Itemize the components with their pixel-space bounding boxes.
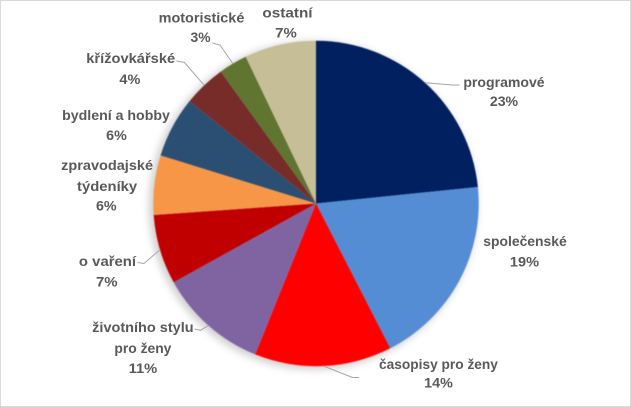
svg-text:19%: 19% bbox=[510, 254, 540, 270]
svg-text:14%: 14% bbox=[424, 375, 453, 391]
svg-text:křížovkářské: křížovkářské bbox=[86, 50, 175, 66]
svg-text:týdeníky: týdeníky bbox=[77, 178, 137, 194]
svg-text:7%: 7% bbox=[275, 24, 297, 40]
svg-text:7%: 7% bbox=[96, 273, 118, 289]
svg-text:ostatní: ostatní bbox=[262, 5, 313, 21]
svg-text:společenské: společenské bbox=[483, 233, 567, 249]
svg-text:6%: 6% bbox=[106, 127, 127, 143]
svg-text:o vaření: o vaření bbox=[79, 253, 137, 269]
svg-text:zpravodajské: zpravodajské bbox=[61, 157, 153, 173]
svg-text:11%: 11% bbox=[129, 360, 158, 376]
svg-text:časopisy pro ženy: časopisy pro ženy bbox=[379, 356, 498, 372]
svg-text:6%: 6% bbox=[96, 198, 117, 214]
svg-text:životního stylu: životního stylu bbox=[92, 319, 193, 335]
svg-text:23%: 23% bbox=[490, 93, 519, 109]
svg-text:4%: 4% bbox=[119, 71, 140, 87]
svg-text:programové: programové bbox=[463, 74, 545, 90]
svg-text:motoristické: motoristické bbox=[159, 9, 245, 25]
svg-text:pro ženy: pro ženy bbox=[114, 340, 171, 356]
svg-text:bydlení a hobby: bydlení a hobby bbox=[62, 107, 170, 123]
svg-text:3%: 3% bbox=[191, 29, 212, 45]
